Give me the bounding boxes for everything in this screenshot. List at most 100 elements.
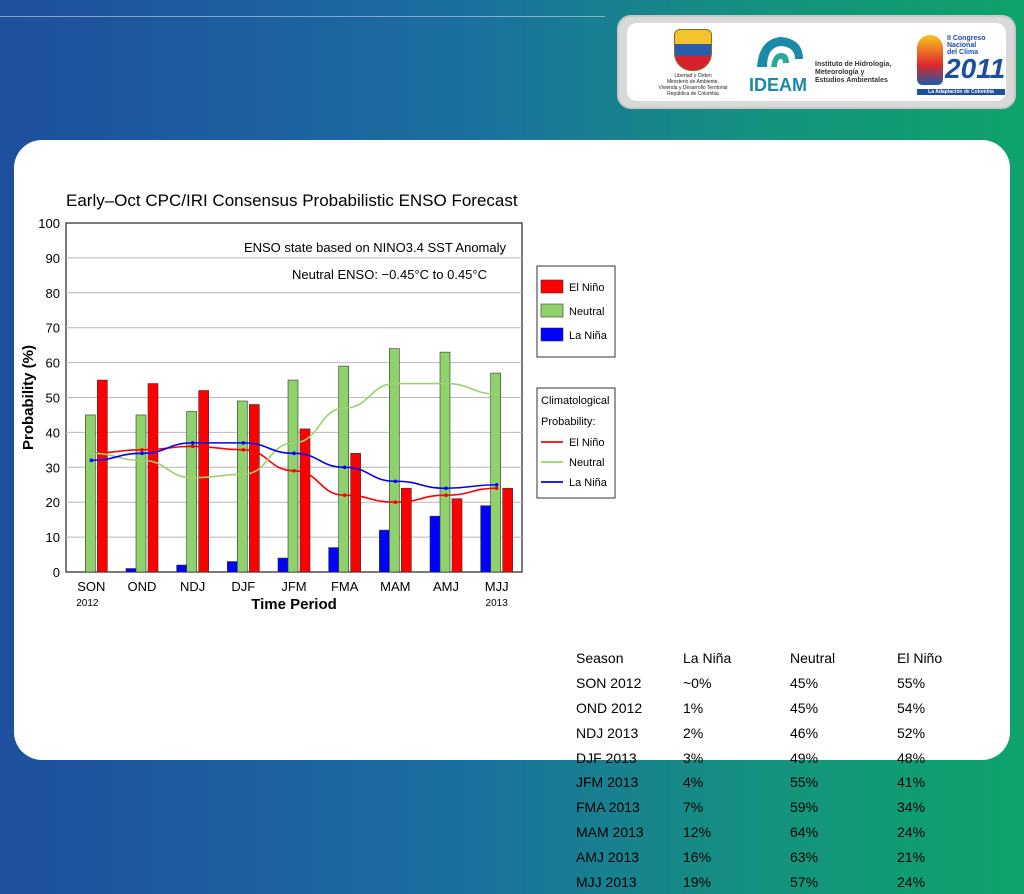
x-tick-label: DJF: [231, 579, 255, 594]
table-cell: 41%: [897, 774, 926, 791]
table-cell: 34%: [897, 799, 926, 816]
x-tick-label: JFM: [281, 579, 306, 594]
ministerio-line: Libertad y Orden: [674, 73, 712, 79]
table-cell: 57%: [790, 873, 819, 890]
congreso-title-line: del Clima: [947, 49, 979, 56]
bar: [85, 414, 96, 573]
table-header-row: Season La Niña Neutral El Niño: [576, 646, 1016, 671]
logo-banner: Libertad y Orden Ministerio de Ambiente,…: [617, 15, 1016, 109]
bar: [439, 351, 451, 573]
top-divider-line: [0, 16, 605, 17]
congreso-title: II Congreso Nacional del Clima: [947, 35, 986, 56]
table-row: MJJ 2013 19% 57% 24%: [576, 869, 1016, 894]
y-tick-label: 10: [46, 530, 60, 545]
climatology-point: [241, 441, 246, 445]
table-row: JFM 2013 4% 55% 41%: [576, 770, 1016, 795]
climatology-point: [494, 392, 499, 396]
climatology-point: [140, 451, 144, 456]
legend-label: El Niño: [569, 282, 604, 294]
bar: [249, 404, 260, 573]
table-row: DJF 2013 3% 49% 48%: [576, 745, 1016, 770]
x-year-label: 2012: [76, 598, 99, 609]
bar: [125, 568, 137, 573]
climatology-point: [444, 381, 448, 386]
table-cell: 45%: [790, 699, 819, 716]
x-year-label: 2013: [486, 598, 509, 609]
climatology-legend-box: [536, 387, 616, 499]
legend-label: La Niña: [569, 330, 608, 342]
congreso-title-line: Nacional: [947, 42, 977, 49]
bar: [502, 487, 513, 573]
table-cell: 1%: [683, 699, 704, 716]
y-tick-label: 30: [46, 460, 60, 475]
table-row: NDJ 2013 2% 46% 52%: [576, 720, 1016, 745]
climatology-legend-title: Climatological: [541, 395, 609, 407]
bar: [277, 557, 289, 573]
bar: [350, 453, 361, 573]
table-cell: MAM 2013: [576, 823, 644, 840]
ministerio-line: Ministerio de Ambiente,: [667, 79, 719, 85]
table-cell: 24%: [897, 873, 926, 890]
climatology-point: [393, 500, 398, 505]
colombia-coat-of-arms-icon: [674, 29, 712, 71]
table-cell: 4%: [683, 774, 704, 791]
bar: [480, 505, 491, 573]
x-tick-label: OND: [128, 579, 157, 594]
table-row: OND 2012 1% 45% 54%: [576, 696, 1016, 721]
table-cell: 12%: [683, 823, 712, 840]
ideam-wave-icon: [757, 37, 803, 67]
y-tick-label: 70: [46, 321, 60, 336]
climatology-point: [190, 441, 195, 445]
table-cell: 16%: [683, 848, 712, 865]
congreso-year: 2011: [945, 53, 1006, 84]
table-cell: 54%: [897, 699, 926, 716]
table-cell: 64%: [790, 823, 819, 840]
table-row: FMA 2013 7% 59% 34%: [576, 795, 1016, 820]
climatology-point: [89, 458, 94, 463]
table-row: MAM 2013 12% 64% 24%: [576, 820, 1016, 845]
ideam-desc-line: Instituto de Hidrología,: [815, 61, 892, 68]
climatology-point: [444, 493, 448, 498]
logo-banner-inner: Libertad y Orden Ministerio de Ambiente,…: [627, 23, 1006, 101]
table-cell: 45%: [790, 675, 819, 692]
legend-label: Neutral: [569, 306, 604, 318]
table-header-cell: Season: [576, 650, 624, 667]
table-cell: 21%: [897, 848, 926, 865]
x-tick-label: FMA: [331, 579, 359, 594]
x-tick-label: NDJ: [180, 579, 205, 594]
congreso-tagline: La Adaptación de Colombia: [917, 89, 1005, 95]
table-cell: 48%: [897, 749, 926, 766]
bar: [237, 400, 248, 573]
table-cell: FMA 2013: [576, 799, 640, 816]
climatology-point: [190, 444, 195, 449]
x-tick-label: MAM: [380, 579, 410, 594]
table-cell: 55%: [897, 675, 926, 692]
bar: [451, 498, 463, 573]
ideam-wordmark: IDEAM: [749, 75, 807, 95]
bar: [389, 348, 400, 573]
climatology-point: [241, 448, 246, 452]
climatology-legend-title: Probability:: [541, 416, 595, 428]
table-cell: AMJ 2013: [576, 848, 640, 865]
y-tick-label: 100: [38, 216, 60, 231]
y-tick-label: 80: [46, 286, 60, 301]
content-panel: 0 10 20 30 40 50 60 70 80 90 100 SON OND NDJ DJF JFM FMA…: [14, 140, 1010, 890]
chart-annotation: Neutral ENSO: −0.45°C to 0.45°C: [292, 267, 487, 282]
climatology-point: [292, 468, 296, 473]
y-tick-label: 40: [46, 425, 60, 440]
climatology-point: [190, 475, 195, 480]
bar: [135, 414, 147, 573]
y-tick-label: 60: [46, 356, 60, 371]
ideam-logo: IDEAM Instituto de Hidrología, Meteorolo…: [745, 31, 905, 97]
table-cell: MJJ 2013: [576, 873, 637, 890]
y-tick-label: 90: [46, 251, 60, 266]
climatology-point: [393, 381, 398, 386]
y-tick-label: 50: [46, 391, 60, 406]
table-header-cell: La Niña: [683, 650, 732, 667]
climatology-point: [444, 486, 448, 491]
bar: [299, 428, 311, 573]
ministerio-logo: Libertad y Orden Ministerio de Ambiente,…: [647, 29, 739, 97]
bar: [176, 564, 187, 573]
y-tick-label: 20: [46, 495, 60, 510]
table-cell: 7%: [683, 799, 704, 816]
